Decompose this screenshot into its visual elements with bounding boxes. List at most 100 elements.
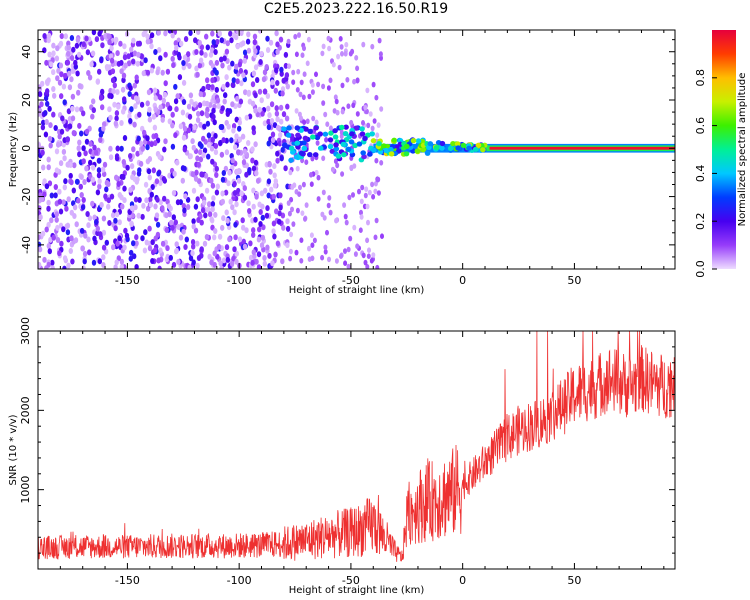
heatmap-cell	[365, 237, 370, 244]
heatmap-cell	[297, 191, 302, 197]
heatmap-cell	[187, 63, 192, 69]
heatmap-cell	[76, 197, 81, 204]
heatmap-cell	[44, 183, 50, 190]
heatmap-cell	[366, 253, 371, 259]
heatmap-cell	[110, 68, 116, 75]
heatmap-cell	[57, 250, 62, 257]
heatmap-cell	[196, 110, 201, 117]
heatmap-cell	[288, 169, 293, 176]
heatmap-cell	[267, 252, 272, 259]
heatmap-cell	[183, 244, 188, 250]
heatmap-cell	[225, 256, 231, 263]
heatmap-cell	[290, 184, 295, 190]
heatmap-cell	[290, 206, 294, 213]
heatmap-cell	[173, 40, 178, 47]
colorbar-tick-label: 0.6	[694, 117, 707, 135]
heatmap-cell	[224, 48, 230, 55]
heatmap-cell	[256, 264, 262, 269]
heatmap-cell	[151, 113, 156, 120]
heatmap-cell	[346, 246, 351, 253]
heatmap-cell	[306, 36, 311, 43]
heatmap-cell	[153, 106, 158, 113]
heatmap-cell	[108, 145, 113, 152]
heatmap-cell	[334, 217, 339, 224]
heatmap-cell	[124, 232, 130, 239]
heatmap-cell	[40, 124, 46, 131]
heatmap-cell	[193, 37, 198, 44]
heatmap-cell	[39, 196, 44, 203]
heatmap-cell	[232, 190, 238, 196]
heatmap-cell	[47, 32, 52, 39]
heatmap-cell	[283, 51, 289, 58]
heatmap-cell	[259, 242, 265, 249]
heatmap-cell	[201, 152, 206, 159]
heatmap-cell	[229, 153, 234, 159]
heatmap-cell	[175, 93, 180, 100]
heatmap-cell	[251, 227, 256, 234]
heatmap-cell	[217, 233, 223, 240]
heatmap-cell	[129, 205, 135, 212]
heatmap-cell	[173, 132, 178, 139]
heatmap-cell	[86, 236, 91, 243]
heatmap-cell	[234, 250, 239, 257]
heatmap-cell	[170, 224, 175, 231]
heatmap-cell	[351, 102, 356, 109]
heatmap-cell	[76, 145, 81, 152]
heatmap-cell	[204, 187, 210, 194]
heatmap-cell	[117, 192, 123, 198]
heatmap-cell	[197, 102, 203, 109]
heatmap-cell	[42, 191, 47, 198]
heatmap-cell	[88, 159, 93, 166]
heatmap-cell	[280, 212, 286, 219]
heatmap-cell	[377, 149, 384, 155]
heatmap-cell	[439, 145, 445, 151]
heatmap-cell	[95, 189, 101, 196]
heatmap-cell	[265, 205, 270, 212]
heatmap-cell	[119, 120, 124, 126]
heatmap-y-tick-label: 40	[20, 45, 33, 59]
heatmap-cell	[145, 135, 150, 142]
heatmap-cell	[371, 147, 377, 153]
heatmap-cell	[361, 120, 365, 126]
heatmap-cell	[367, 151, 373, 157]
heatmap-cell	[250, 157, 255, 164]
heatmap-cell	[120, 86, 126, 93]
heatmap-cell	[69, 179, 74, 186]
colorbar-tick-label: 0.0	[694, 260, 707, 278]
heatmap-cell	[111, 244, 116, 251]
heatmap-cell	[242, 148, 248, 155]
heatmap-cell	[295, 132, 301, 138]
heatmap-cell	[238, 67, 244, 74]
heatmap-cell	[132, 121, 137, 128]
heatmap-cell	[321, 189, 326, 196]
heatmap-cell	[162, 195, 167, 202]
heatmap-cell	[83, 232, 88, 239]
heatmap-cell	[273, 251, 278, 258]
heatmap-cell	[214, 189, 220, 196]
heatmap-cell	[170, 32, 175, 39]
heatmap-cell	[221, 215, 226, 222]
heatmap-cell	[56, 67, 61, 74]
heatmap-cell	[212, 261, 217, 268]
heatmap-cell	[137, 40, 142, 47]
heatmap-cell	[81, 158, 86, 165]
heatmap-cell	[106, 197, 112, 204]
heatmap-cell	[178, 123, 184, 130]
heatmap-cell	[336, 53, 341, 60]
heatmap-cell	[202, 199, 207, 206]
heatmap-x-tick-label: -150	[115, 274, 140, 287]
heatmap-cell	[367, 189, 372, 196]
heatmap-cell	[309, 232, 314, 238]
heatmap-cell	[285, 103, 290, 110]
heatmap-cell	[252, 33, 258, 40]
heatmap-cell	[42, 256, 47, 263]
heatmap-cell	[342, 131, 349, 137]
heatmap-cell	[222, 98, 227, 105]
heatmap-cell	[61, 148, 67, 155]
heatmap-cell	[187, 264, 192, 269]
heatmap-cell	[367, 247, 371, 253]
heatmap-cell	[180, 177, 185, 184]
heatmap-cell	[363, 192, 368, 199]
heatmap-cell	[234, 34, 239, 41]
heatmap-cell	[320, 211, 325, 218]
